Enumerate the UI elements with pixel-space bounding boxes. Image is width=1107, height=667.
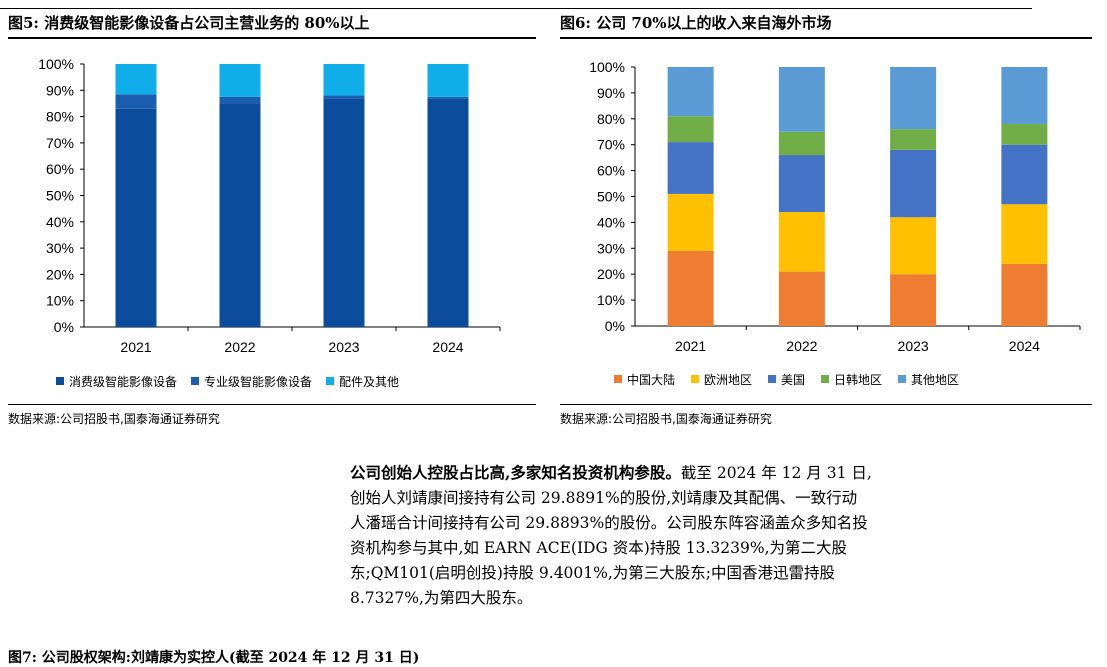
fig6-bar-2021-s2 xyxy=(667,142,714,194)
fig6-y-tick-label: 30% xyxy=(597,240,625,256)
fig5-title-rule xyxy=(8,37,536,39)
fig6-legend-label-3: 日韩地区 xyxy=(834,372,882,387)
fig5-bar-2023-s1 xyxy=(323,95,365,99)
fig6-x-tick-label: 2021 xyxy=(675,338,706,354)
fig6-y-tick-label: 80% xyxy=(597,111,625,127)
fig6-bar-2022-s0 xyxy=(778,271,825,326)
fig6-bar-2023-s2 xyxy=(890,149,937,218)
fig5-legend-swatch-2 xyxy=(326,377,334,385)
fig5-y-tick-label: 50% xyxy=(46,188,74,204)
fig6-bar-2023-s0 xyxy=(890,274,937,326)
fig5-bar-2021-s0 xyxy=(115,108,157,328)
fig5-bar-2024-s0 xyxy=(427,98,469,327)
fig6-bar-2023-s3 xyxy=(890,129,937,150)
fig6-bar-2024-s1 xyxy=(1001,204,1048,264)
paragraph-lead: 公司创始人控股占比高,多家知名投资机构参股。 xyxy=(350,463,681,482)
fig6-bar-2021-s0 xyxy=(667,250,714,326)
fig6-y-tick-label: 20% xyxy=(597,266,625,282)
fig6-bar-2021-s1 xyxy=(667,193,714,251)
fig6-source: 数据来源:公司招股书,国泰海通证券研究 xyxy=(560,412,772,426)
fig5-y-tick-label: 30% xyxy=(46,240,74,256)
fig5-x-tick-label: 2021 xyxy=(120,339,151,355)
fig6-title-rule xyxy=(560,37,1092,39)
fig6-bar-2023-s4 xyxy=(890,67,937,130)
fig5-bar-2022-s1 xyxy=(219,96,261,104)
fig6-bar-2024-s0 xyxy=(1001,263,1048,326)
fig6-bar-2022-s1 xyxy=(778,212,825,272)
fig5-title: 图5: 消费级智能影像设备占公司主营业务的 80%以上 xyxy=(8,14,370,32)
fig6-y-tick-label: 70% xyxy=(597,137,625,153)
fig6-bar-2022-s3 xyxy=(778,131,825,156)
fig7-title: 图7: 公司股权架构:刘靖康为实控人(截至 2024 年 12 月 31 日) xyxy=(8,650,420,666)
fig6-y-tick-label: 0% xyxy=(605,318,625,334)
fig5-bar-2023-s2 xyxy=(323,64,365,96)
fig6-legend-label-2: 美国 xyxy=(781,373,805,387)
fig6-legend-label-0: 中国大陆 xyxy=(627,372,675,387)
fig5-x-tick-label: 2024 xyxy=(432,339,463,355)
top-rule xyxy=(0,8,1032,9)
fig6-y-tick-label: 90% xyxy=(597,85,625,101)
fig5-y-tick-label: 60% xyxy=(46,161,74,177)
fig6-legend-label-4: 其他地区 xyxy=(911,373,959,387)
fig6-bar-2022-s2 xyxy=(778,155,825,213)
fig5-legend-label-0: 消费级智能影像设备 xyxy=(69,374,177,389)
fig6-bar-2024-s2 xyxy=(1001,144,1048,205)
fig5-bar-2021-s1 xyxy=(115,94,157,109)
fig5-bar-2022-s0 xyxy=(219,103,261,327)
paragraph-line-3: 人潘瑶合计间接持有公司 29.8893%的股份。公司股东阵容涵盖众多知名投 xyxy=(350,514,868,532)
fig5-y-tick-label: 80% xyxy=(46,109,74,125)
fig5-y-tick-label: 70% xyxy=(46,135,74,151)
fig6-legend-swatch-2 xyxy=(768,375,776,383)
shareholder-paragraph: 公司创始人控股占比高,多家知名投资机构参股。截至 2024 年 12 月 31 … xyxy=(350,460,1040,611)
fig6-legend-swatch-4 xyxy=(898,375,906,383)
fig6-legend-label-1: 欧洲地区 xyxy=(704,373,752,387)
fig6-bar-2021-s3 xyxy=(667,116,714,143)
paragraph-line-6: 8.7327%,为第四大股东。 xyxy=(350,589,533,607)
fig5-y-tick-label: 90% xyxy=(46,82,74,98)
paragraph-line-5: 东;QM101(启明创投)持股 9.4001%,为第三大股东;中国香港迅雷持股 xyxy=(350,564,836,582)
fig5-source-rule xyxy=(8,404,536,405)
fig5-legend-label-1: 专业级智能影像设备 xyxy=(204,374,312,389)
fig6-y-tick-label: 50% xyxy=(597,189,625,205)
paragraph-line-4: 资机构参与其中,如 EARN ACE(IDG 资本)持股 13.3239%,为第… xyxy=(350,539,848,557)
fig5-bar-2021-s2 xyxy=(115,64,157,95)
fig5-y-tick-label: 100% xyxy=(38,56,74,72)
fig6-bar-2021-s4 xyxy=(667,67,714,117)
fig5-source: 数据来源:公司招股书,国泰海通证券研究 xyxy=(8,412,220,426)
fig6-legend-swatch-1 xyxy=(691,375,699,383)
fig6-y-tick-label: 100% xyxy=(589,59,625,75)
fig6-x-tick-label: 2022 xyxy=(786,338,817,354)
fig6-bar-2022-s4 xyxy=(778,67,825,132)
fig6-legend-swatch-0 xyxy=(614,375,622,383)
fig5-y-tick-label: 0% xyxy=(54,319,74,335)
fig6-chart: 0% 10% 20% 30% 40% 50% 60% 70% 80% 90% 100% 2021 202… xyxy=(589,59,1081,387)
paragraph-line-1-text: 截至 2024 年 12 月 31 日, xyxy=(680,464,872,482)
paragraph-line-2: 创始人刘靖康间接持有公司 29.8891%的股份,刘靖康及其配偶、一致行动 xyxy=(350,489,858,507)
fig5-y-tick-label: 20% xyxy=(46,266,74,282)
fig5-y-tick-label: 40% xyxy=(46,214,74,230)
fig6-source-rule xyxy=(560,404,1092,405)
fig5-legend-swatch-0 xyxy=(56,377,64,385)
fig6-legend-swatch-3 xyxy=(821,375,829,383)
fig5-legend-swatch-1 xyxy=(191,377,199,385)
fig5-y-tick-label: 10% xyxy=(46,293,74,309)
fig6-title: 图6: 公司 70%以上的收入来自海外市场 xyxy=(560,14,832,32)
fig6-y-tick-label: 60% xyxy=(597,163,625,179)
fig6-x-tick-label: 2024 xyxy=(1009,338,1040,354)
fig5-bar-2022-s2 xyxy=(219,64,261,97)
fig5-legend-label-2: 配件及其他 xyxy=(339,375,399,389)
paragraph-line-1: 公司创始人控股占比高,多家知名投资机构参股。截至 2024 年 12 月 31 … xyxy=(350,460,1040,486)
fig6-y-tick-label: 10% xyxy=(597,292,625,308)
fig5-bar-2024-s2 xyxy=(427,64,469,97)
fig5-x-tick-label: 2022 xyxy=(224,339,255,355)
fig5-bar-2023-s0 xyxy=(323,98,365,327)
fig6-y-tick-label: 40% xyxy=(597,214,625,230)
fig6-bar-2024-s4 xyxy=(1001,67,1048,124)
fig5-chart: 0% 10% 20% 30% 40% 50% 60% 70% 80% 90% 100% 2021 202… xyxy=(38,56,501,389)
fig5-bar-2024-s1 xyxy=(427,96,469,99)
fig5-x-tick-label: 2023 xyxy=(328,339,359,355)
fig6-x-tick-label: 2023 xyxy=(898,338,929,354)
fig6-bar-2024-s3 xyxy=(1001,123,1048,145)
fig6-bar-2023-s1 xyxy=(890,217,937,275)
